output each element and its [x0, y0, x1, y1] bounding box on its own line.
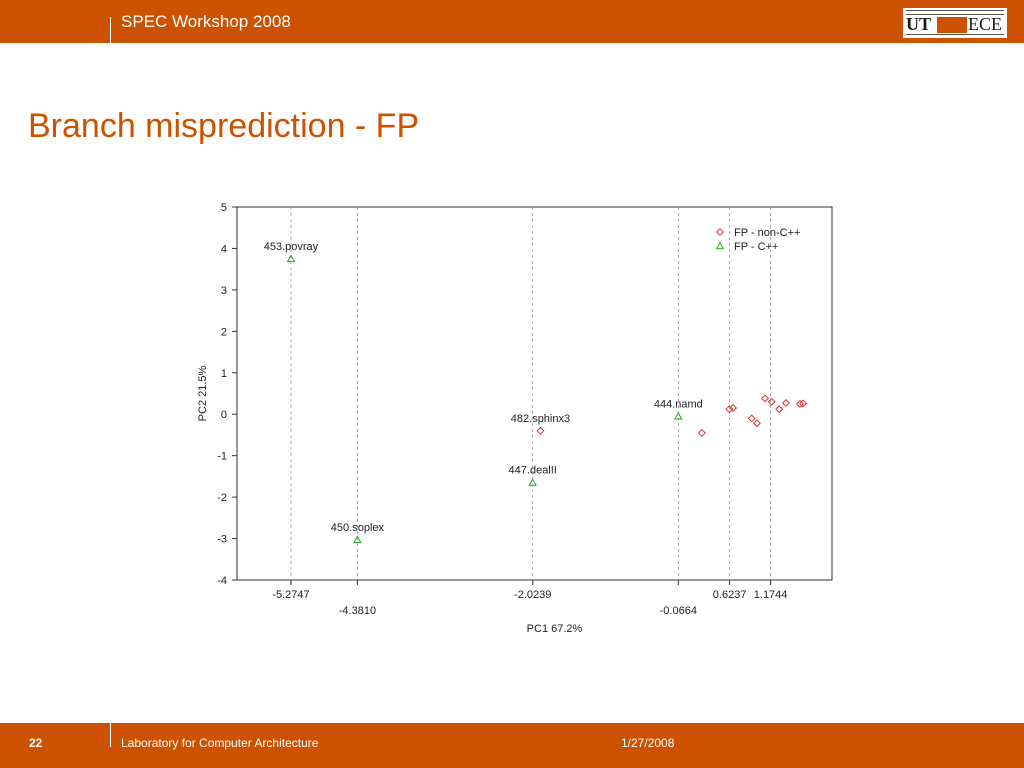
non-cpp-point [796, 399, 805, 408]
y-tick-label: -3 [217, 534, 227, 546]
logo-longhorn-emblem [937, 17, 967, 33]
non-cpp-point [697, 428, 706, 437]
footer-lab-name: Laboratory for Computer Architecture [121, 736, 319, 750]
y-tick-label: -2 [217, 492, 227, 504]
header-separator [110, 17, 111, 43]
footer-separator [110, 723, 111, 747]
y-tick-label: 5 [221, 202, 227, 214]
y-tick-label: 1 [221, 368, 227, 380]
non-cpp-point [536, 426, 545, 435]
point-label: 444.namd [654, 398, 703, 410]
x-tick-label: -0.0664 [660, 605, 697, 617]
page-number: 22 [29, 736, 43, 750]
x-axis-label: PC1 67.2% [527, 623, 583, 635]
plot-frame [236, 206, 833, 581]
non-cpp-point [752, 419, 761, 428]
x-tick-label: -2.0239 [514, 589, 551, 601]
header-title: SPEC Workshop 2008 [121, 12, 291, 31]
header-bar: SPEC Workshop 2008 UT ECE [0, 0, 1024, 43]
point-label: 447.dealII [509, 465, 557, 477]
y-axis-label: PC2 21.5% [197, 365, 209, 421]
cpp-point [353, 535, 362, 544]
point-label: 482.sphinx3 [511, 413, 570, 425]
slide-title: Branch misprediction - FP [28, 107, 420, 145]
y-tick-label: -4 [217, 575, 227, 587]
non-cpp-point [798, 399, 808, 408]
ut-ece-logo: UT ECE [903, 8, 1007, 38]
y-tick-label: 3 [221, 285, 227, 297]
point-label: 453.povray [264, 241, 319, 253]
non-cpp-point [767, 397, 776, 406]
non-cpp-point [747, 414, 756, 423]
chart-svg: 5 4 3 2 1 0 -1 -2 -3 -4 -5.2747 -4.3810 -2.0239 -0.06… [197, 202, 833, 635]
legend-label: FP - non-C++ [734, 227, 800, 239]
y-tick-label: -1 [217, 451, 227, 463]
x-tick-label: -5.2747 [272, 589, 309, 601]
logo-ut-text: UT [906, 15, 936, 34]
non-cpp-point [781, 399, 790, 408]
legend-marker [715, 241, 725, 250]
y-tick-label: 2 [221, 326, 227, 338]
non-cpp-point [761, 394, 770, 403]
legend-marker [715, 227, 725, 237]
x-tick-label: -4.3810 [339, 605, 376, 617]
cpp-point [528, 478, 537, 486]
y-tick-label: 4 [221, 243, 227, 255]
scatter-chart: 5 4 3 2 1 0 -1 -2 -3 -4 -5.2747 -4.3810 -2.0239 -0.06… [192, 193, 838, 636]
logo-ece-text: ECE [968, 14, 1002, 34]
y-tick-label: 0 [221, 409, 227, 421]
logo-bottom-rule [906, 34, 1004, 37]
footer-bar: 22 Laboratory for Computer Architecture … [0, 723, 1024, 768]
non-cpp-point [729, 403, 738, 413]
cpp-point [286, 254, 296, 263]
cpp-point [674, 411, 683, 420]
logo-top-rule [906, 10, 1004, 15]
x-tick-label: 0.6237 [713, 589, 747, 601]
non-cpp-point [775, 405, 784, 414]
point-label: 450.soplex [331, 522, 385, 534]
footer-date: 1/27/2008 [621, 736, 675, 750]
non-cpp-point [725, 405, 734, 414]
x-tick-label: 1.1744 [754, 589, 788, 601]
legend-label: FP - C++ [734, 241, 778, 253]
